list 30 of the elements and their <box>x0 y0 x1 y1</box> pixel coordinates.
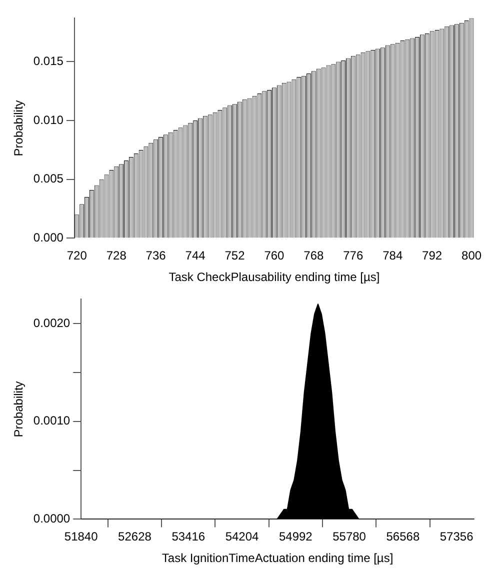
x-tick-label: 720 <box>66 248 88 263</box>
x-axis-title: Task CheckPlausability ending time [µs] <box>168 270 380 284</box>
x-tick-label: 51840 <box>64 530 98 544</box>
x-tick-label: 752 <box>224 248 246 263</box>
x-tick-label: 776 <box>343 248 364 263</box>
y-tick-label: 0.0020 <box>33 316 70 330</box>
y-axis-title: Probability <box>12 381 26 438</box>
x-tick-label: 760 <box>264 248 285 263</box>
x-tick-label: 792 <box>422 248 442 263</box>
x-tick-label: 52628 <box>118 530 152 544</box>
x-tick-label: 736 <box>146 248 166 263</box>
y-tick-label: 0.015 <box>33 54 64 68</box>
y-tick-label: 0.000 <box>33 230 64 245</box>
x-tick-label: 56568 <box>386 530 420 544</box>
x-tick-label: 57356 <box>440 530 474 544</box>
y-tick-label: 0.0010 <box>33 414 70 428</box>
y-tick-label: 0.0000 <box>33 512 70 526</box>
x-tick-label: 53416 <box>172 530 206 544</box>
x-tick-label: 800 <box>462 248 482 263</box>
x-tick-label: 744 <box>185 248 206 263</box>
y-tick-label: 0.005 <box>33 172 64 186</box>
y-axis-title: Probability <box>12 100 26 156</box>
x-tick-label: 54992 <box>278 530 313 544</box>
y-tick-label: 0.010 <box>33 112 64 127</box>
x-tick-label: 54204 <box>225 530 260 544</box>
x-tick-label: 768 <box>304 248 324 263</box>
x-axis-title: Task IgnitionTimeActuation ending time [µs] <box>162 551 394 566</box>
x-tick-label: 55780 <box>332 530 366 544</box>
x-tick-label: 728 <box>106 248 127 263</box>
x-tick-label: 784 <box>382 248 403 263</box>
